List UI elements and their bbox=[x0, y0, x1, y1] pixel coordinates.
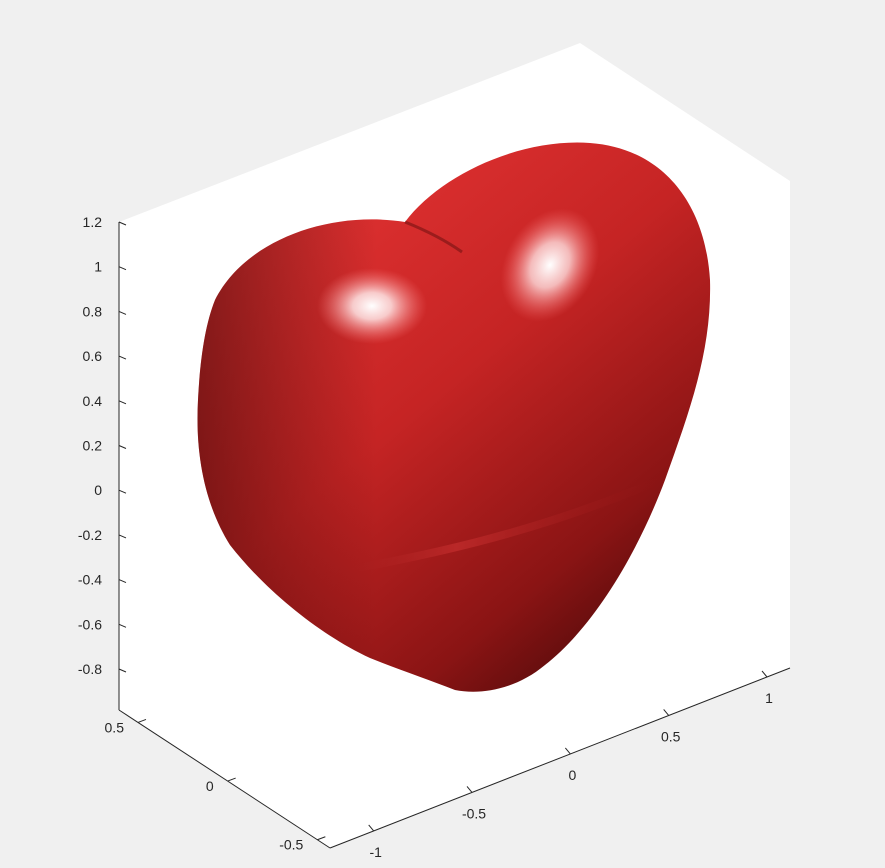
x-tick-mark bbox=[761, 670, 768, 678]
y-tick-mark bbox=[227, 777, 236, 782]
z-tick-label: -0.6 bbox=[78, 616, 102, 632]
y-axis-line bbox=[118, 709, 331, 849]
x-tick-mark bbox=[466, 786, 473, 793]
z-tick-label: 1.2 bbox=[83, 214, 103, 230]
x-tick-label: -1 bbox=[369, 844, 382, 860]
z-tick-mark bbox=[118, 668, 127, 673]
heart-cleft bbox=[404, 220, 463, 254]
z-tick-mark bbox=[118, 400, 127, 405]
z-tick-mark bbox=[118, 623, 127, 628]
z-tick-mark bbox=[118, 266, 127, 271]
z-tick-label: 0 bbox=[94, 482, 102, 498]
z-tick-mark bbox=[118, 445, 127, 449]
z-tick-label: 0.6 bbox=[83, 348, 103, 364]
x-tick-label: -0.5 bbox=[462, 805, 486, 821]
highlight-right bbox=[500, 208, 600, 322]
y-tick-label: 0.5 bbox=[105, 719, 125, 735]
x-tick-label: 0 bbox=[568, 767, 576, 783]
z-tick-label: 0.8 bbox=[83, 303, 103, 319]
y-tick-mark bbox=[317, 836, 326, 841]
x-tick-mark bbox=[368, 824, 375, 832]
y-tick-mark bbox=[137, 718, 147, 723]
z-tick-label: 0.4 bbox=[83, 393, 103, 409]
x-axis-line bbox=[329, 667, 791, 849]
z-tick-label: 0.2 bbox=[83, 438, 103, 454]
y-tick-label: 0 bbox=[206, 778, 214, 794]
z-tick-mark bbox=[118, 579, 127, 584]
z-tick-label: -0.8 bbox=[78, 661, 102, 677]
x-tick-mark bbox=[663, 709, 670, 716]
z-tick-mark bbox=[118, 355, 127, 360]
z-tick-label: -0.2 bbox=[78, 527, 102, 543]
z-tick-label: -0.4 bbox=[78, 572, 102, 588]
x-tick-label: 1 bbox=[765, 690, 773, 706]
z-tick-mark bbox=[118, 489, 127, 494]
tick-labels: 1.2 1 0.8 0.6 0.4 0.2 0 -0.2 -0.4 -0.6 -0.8 -0.5 0 0.… bbox=[78, 214, 773, 860]
highlight-left bbox=[317, 268, 427, 344]
z-tick-mark bbox=[118, 534, 127, 539]
z-tick-mark bbox=[118, 310, 127, 315]
z-tick-label: 1 bbox=[94, 259, 102, 275]
heart-crease bbox=[319, 476, 662, 579]
z-tick-mark bbox=[118, 221, 127, 226]
y-tick-label: -0.5 bbox=[279, 837, 303, 853]
x-tick-label: 0.5 bbox=[661, 728, 681, 744]
x-tick-mark bbox=[564, 747, 571, 755]
tick-marks bbox=[118, 221, 768, 841]
heart-surface bbox=[197, 142, 711, 692]
